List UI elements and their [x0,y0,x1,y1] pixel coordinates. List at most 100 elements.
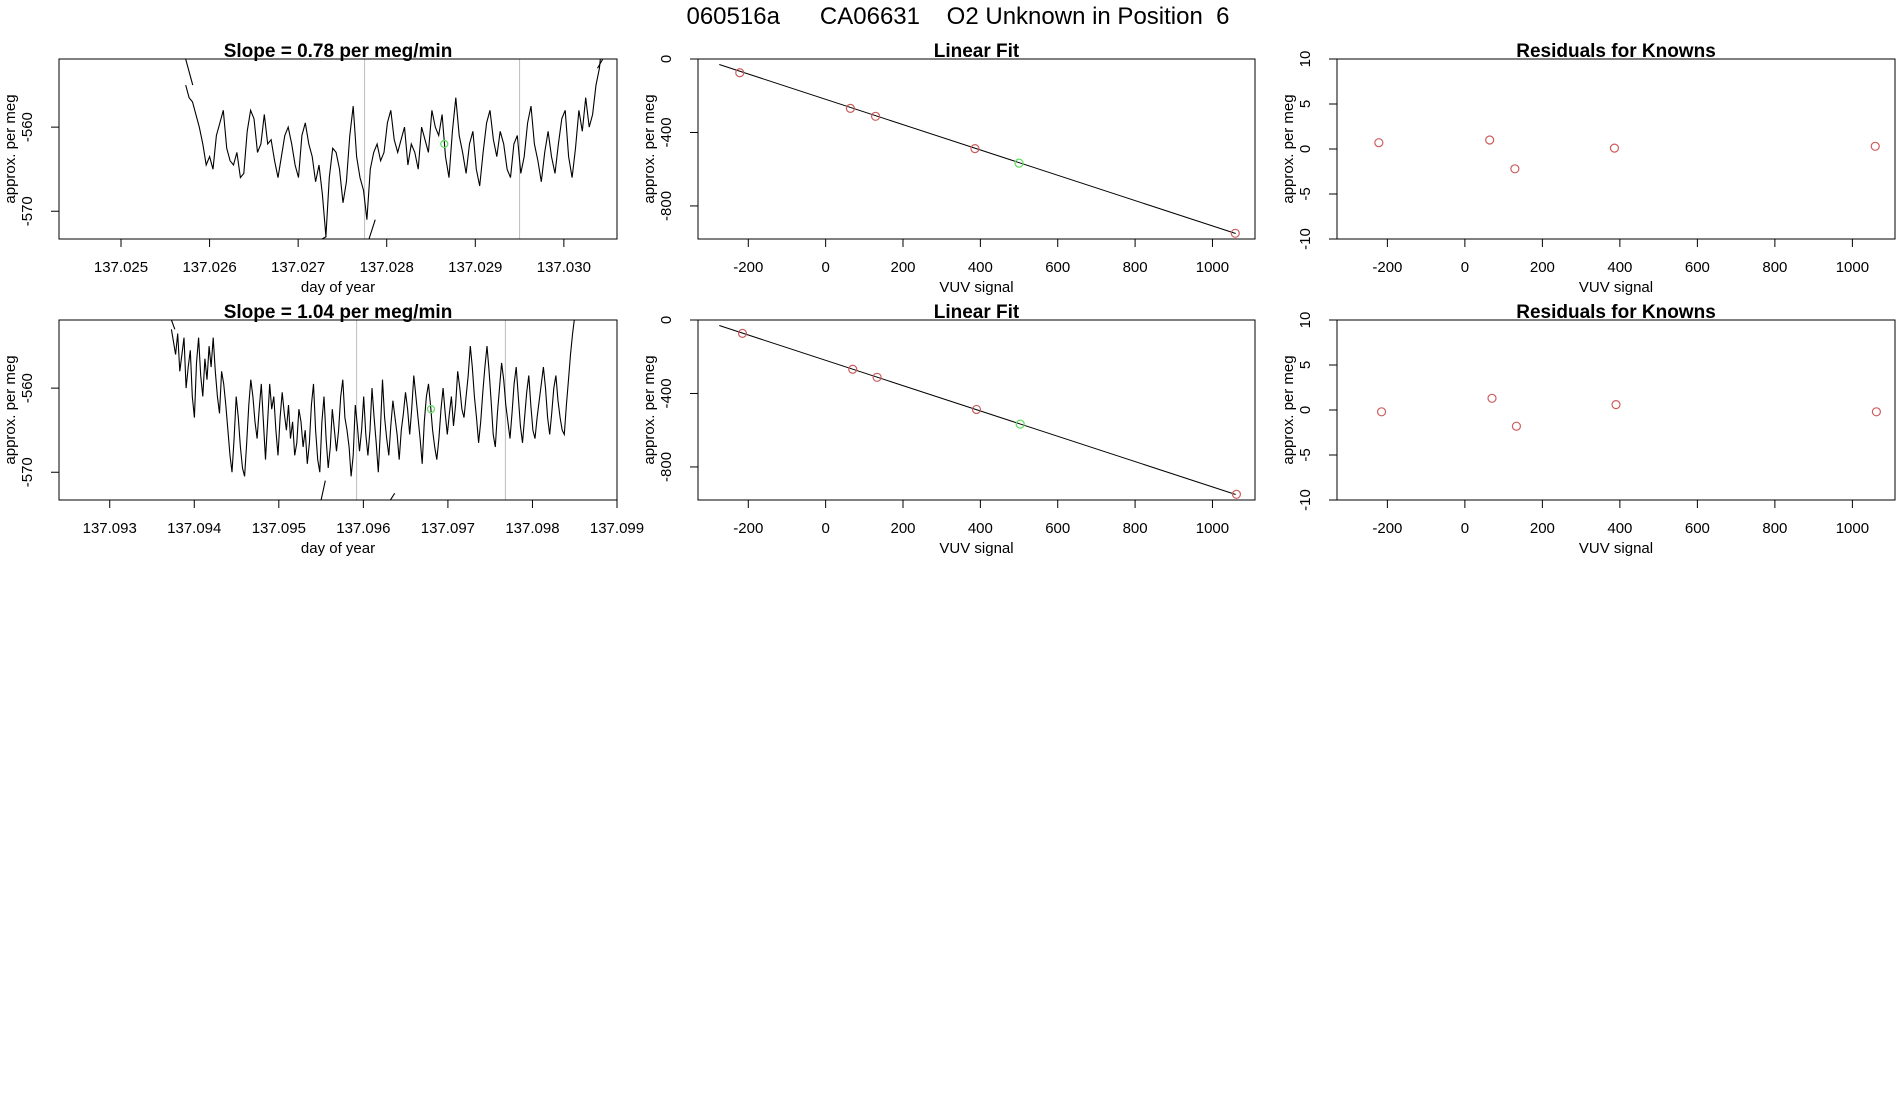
y-tick-label: 0 [1297,145,1314,153]
known-point [1230,228,1240,238]
x-tick-label: 137.099 [590,520,644,537]
y-axis-label: approx. per meg [2,94,19,203]
y-axis-label: approx. per meg [2,355,19,464]
x-tick-label: 600 [1045,520,1070,537]
known-point [735,68,745,78]
y-axis-label: approx. per meg [641,355,658,464]
x-tick-label: 600 [1685,520,1710,537]
known-point [1231,489,1242,499]
x-tick-label: 400 [968,259,993,276]
x-tick-label: 0 [821,520,829,537]
x-tick-label: 137.029 [448,259,502,276]
fit-line [719,64,1236,234]
x-tick-label: 137.096 [336,520,390,537]
chart-panel-ts2: Slope = 1.04 per meg/min day of year appro… [2,302,644,557]
unknown-point [1014,158,1024,168]
y-tick-label: 0 [658,316,675,324]
known-point [845,103,856,114]
x-tick-label: 1000 [1836,520,1869,537]
offscale-excursion [320,480,326,500]
x-tick-label: 800 [1123,520,1148,537]
y-axis-label: approx. per meg [641,94,658,203]
known-point [1374,138,1384,148]
chart-title: Residuals for Knowns [1516,302,1716,323]
x-axis-label: day of year [301,279,375,296]
page-title: 060516a CA06631 O2 Unknown in Position 6 [686,3,1230,30]
known-point [971,404,982,415]
y-tick-label: 0 [1297,406,1314,414]
x-tick-label: 1000 [1836,259,1869,276]
y-tick-label: 10 [1297,312,1314,329]
offscale-excursion [170,320,176,330]
unknown-point [1015,419,1025,429]
plot-area [1376,393,1882,431]
x-tick-label: 0 [1461,520,1469,537]
x-tick-label: 800 [1123,259,1148,276]
x-axis-label: VUV signal [939,279,1013,296]
known-point [1487,393,1497,403]
y-tick-label: -560 [19,373,36,403]
offscale-excursion [597,59,604,69]
known-point [1485,135,1495,145]
y-tick-label: 5 [1297,361,1314,369]
chart-panel-res1: Residuals for Knowns VUV signal approx. pe… [1280,41,1896,296]
plot-frame [58,319,618,501]
x-tick-label: 137.094 [167,520,221,537]
known-point [1510,164,1520,174]
y-tick-label: -560 [19,112,36,142]
time-series-line [185,59,601,237]
known-point [970,144,980,154]
x-tick-label: 800 [1762,520,1787,537]
unknown-mean-marker [426,405,436,414]
chart-panel-res2: Residuals for Knowns VUV signal approx. pe… [1280,302,1896,557]
chart-title: Linear Fit [934,302,1020,323]
known-point [870,111,881,121]
plot-frame [697,58,1256,240]
x-tick-label: 400 [968,520,993,537]
x-tick-label: 1000 [1196,259,1229,276]
chart-title: Slope = 0.78 per meg/min [224,41,453,62]
y-tick-label: -400 [658,117,675,147]
x-tick-label: 0 [821,259,829,276]
x-axis-label: day of year [301,540,375,557]
x-tick-label: 137.093 [83,520,137,537]
y-tick-label: -10 [1297,489,1314,511]
y-tick-label: -10 [1297,228,1314,250]
x-tick-label: 200 [890,259,915,276]
plot-frame [1336,319,1896,501]
x-tick-label: 600 [1685,259,1710,276]
x-tick-label: 1000 [1196,520,1229,537]
y-tick-label: -400 [658,378,675,408]
x-tick-label: 600 [1045,259,1070,276]
known-point [1611,400,1621,410]
y-tick-label: -570 [19,457,36,487]
y-tick-label: 0 [658,55,675,63]
chart-panel-ts1: Slope = 0.78 per meg/min day of year appro… [2,41,618,296]
x-tick-label: 200 [1530,259,1555,276]
x-tick-label: -200 [1372,259,1402,276]
chart-title: Linear Fit [934,41,1020,62]
known-point [1376,407,1387,417]
x-tick-label: 137.095 [252,520,306,537]
x-tick-label: 200 [890,520,915,537]
x-axis-label: VUV signal [1579,540,1653,557]
plot-area [719,64,1240,238]
y-tick-label: 5 [1297,100,1314,108]
y-tick-label: 10 [1297,51,1314,68]
x-tick-label: 137.026 [182,259,236,276]
unknown-mean-marker [440,139,449,149]
plot-area [1374,135,1880,174]
y-tick-label: -5 [1297,187,1314,200]
known-point [737,328,748,339]
x-tick-label: 137.028 [360,259,414,276]
x-tick-label: 137.098 [505,520,559,537]
offscale-excursion [389,492,396,500]
x-axis-label: VUV signal [939,540,1013,557]
known-point [1511,421,1522,431]
offscale-excursion [368,219,376,239]
plot-frame [1336,58,1896,240]
plot-area [185,59,604,239]
y-tick-label: -800 [658,191,675,221]
chart-title: Residuals for Knowns [1516,41,1716,62]
